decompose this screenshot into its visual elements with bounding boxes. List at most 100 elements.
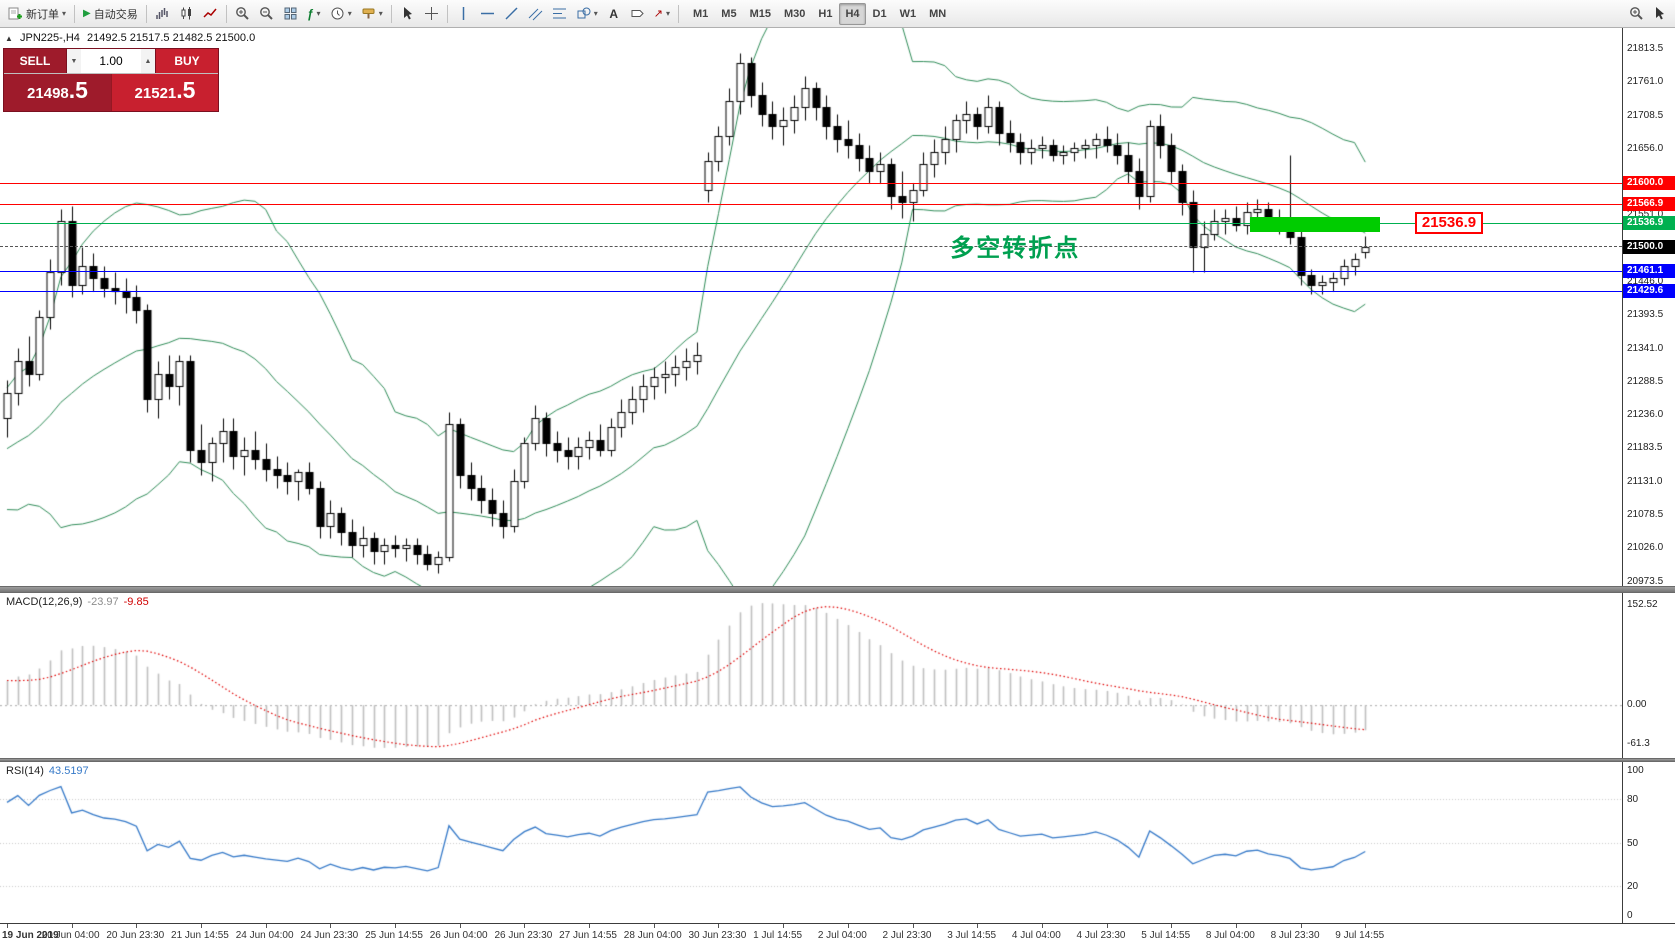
highlight-rectangle[interactable] [1249, 216, 1381, 232]
time-axis-label: 19 Jun 2019 [2, 930, 59, 941]
volume-input[interactable] [81, 49, 141, 73]
timeframe-mn-button[interactable]: MN [929, 7, 947, 20]
volume-increase-button[interactable]: ▲ [141, 49, 155, 73]
macd-scale-label: 152.52 [1627, 599, 1658, 611]
rsi-title: RSI(14) [6, 765, 44, 777]
time-axis-tick [1365, 924, 1367, 928]
price-chart-panel[interactable]: 21536.9 多空转折点 ▲ JPN225-,H4 21492.5 21517.… [0, 28, 1622, 586]
rsi-scale-label: 80 [1627, 794, 1639, 805]
time-axis-label: 24 Jun 23:30 [300, 930, 359, 941]
crosshair-icon [424, 6, 439, 21]
time-axis-tick [459, 924, 461, 928]
pivot-point-annotation[interactable]: 多空转折点 [950, 235, 1081, 263]
panel-splitter[interactable] [0, 586, 1675, 593]
fibo-icon [552, 6, 567, 21]
pointer-button[interactable] [1648, 3, 1671, 25]
bar-chart-button[interactable] [151, 3, 174, 25]
price-axis[interactable]: 21813.521761.021708.521656.021603.521551… [1622, 28, 1675, 923]
rsi-scale-label: 20 [1627, 881, 1639, 892]
time-axis-tick [71, 924, 73, 928]
vertical-line-button[interactable] [452, 3, 475, 25]
time-axis-tick [1171, 924, 1173, 928]
horizontal-line-21566.9[interactable] [0, 203, 1622, 205]
macd-panel[interactable]: MACD(12,26,9) -23.97 -9.85 [0, 593, 1622, 758]
macd-label: MACD(12,26,9) -23.97 -9.85 [6, 596, 154, 608]
bars-icon [155, 6, 170, 21]
cursor-button[interactable] [396, 3, 419, 25]
horizontal-line-21536.9[interactable] [0, 222, 1622, 224]
horizontal-line-21600.0[interactable] [0, 182, 1622, 184]
volume-decrease-button[interactable]: ▼ [67, 49, 81, 73]
channel-icon [528, 6, 543, 21]
toolbar-separator [390, 4, 392, 23]
text-label-button[interactable] [626, 3, 649, 25]
line-chart-button[interactable] [199, 3, 222, 25]
panel-splitter[interactable] [0, 758, 1675, 762]
horizontal-line-button[interactable] [476, 3, 499, 25]
periods-button[interactable]: ▾ [326, 3, 356, 25]
time-axis-tick [395, 924, 397, 928]
new-order-icon [8, 6, 23, 21]
macd-canvas[interactable] [0, 593, 1622, 758]
time-axis-tick [201, 924, 203, 928]
rsi-scale-label: 100 [1627, 765, 1644, 776]
horizontal-line-21461.1[interactable] [0, 270, 1622, 272]
candlestick-canvas[interactable] [0, 28, 1622, 586]
timeframe-h4-button[interactable]: H4 [839, 2, 866, 25]
candlestick-chart-button[interactable] [175, 3, 198, 25]
time-axis-tick [7, 924, 8, 928]
tile-windows-button[interactable] [279, 3, 302, 25]
timeframe-d1-button[interactable]: D1 [872, 7, 887, 20]
text-button[interactable]: A [603, 3, 625, 25]
price-scale-label: 21813.5 [1627, 42, 1664, 54]
buy-button[interactable]: BUY [156, 49, 218, 73]
toolbar-separator [74, 4, 76, 23]
timeframe-m1-button[interactable]: M1 [693, 7, 709, 20]
collapse-panel-icon[interactable]: ▲ [5, 34, 13, 43]
templates-button[interactable]: ▾ [357, 3, 387, 25]
timeframe-m30-button[interactable]: M30 [783, 7, 806, 20]
price-callout-label[interactable]: 21536.9 [1414, 212, 1484, 235]
sell-button[interactable]: SELL [4, 49, 66, 73]
trendline-button[interactable] [500, 3, 523, 25]
symbol-period-label: JPN225-,H4 [19, 32, 80, 44]
caret-down-icon: ▾ [665, 9, 670, 18]
timeframe-m5-button[interactable]: M5 [721, 7, 737, 20]
bid-price[interactable]: 21498.5 [4, 74, 111, 111]
caret-down-icon: ▾ [378, 9, 383, 18]
chart-ohlc-header: ▲ JPN225-,H4 21492.5 21517.5 21482.5 215… [5, 32, 259, 44]
tline-icon [504, 6, 519, 21]
shapes-button[interactable]: ▾ [572, 3, 602, 25]
price-scale-label: 21656.0 [1627, 142, 1664, 154]
rsi-panel[interactable]: RSI(14) 43.5197 [0, 762, 1622, 923]
horizontal-line-21429.6[interactable] [0, 290, 1622, 292]
time-axis-label: 28 Jun 04:00 [623, 930, 682, 941]
new-order-button[interactable]: 新订单 ▾ [4, 3, 70, 25]
time-axis-tick [783, 924, 785, 928]
timeframe-w1-button[interactable]: W1 [899, 7, 917, 20]
price-tag-21566.9: 21566.9 [1623, 197, 1675, 212]
timeframe-h1-button[interactable]: H1 [818, 7, 833, 20]
time-axis-tick [1235, 924, 1237, 928]
time-axis-label: 2 Jul 04:00 [817, 930, 867, 941]
price-scale-label: 21078.5 [1627, 509, 1664, 521]
search-button[interactable] [1625, 3, 1648, 25]
zoom-out-button[interactable] [255, 3, 278, 25]
zoom-in-button[interactable] [231, 3, 254, 25]
crosshair-button[interactable] [420, 3, 443, 25]
autotrading-button[interactable]: ▶ 自动交易 [79, 3, 142, 25]
rsi-scale-label: 0 [1627, 910, 1633, 921]
price-scale-label: 21183.5 [1627, 442, 1663, 454]
price-scale-label: 21393.5 [1627, 309, 1664, 321]
indicators-list-button[interactable]: ƒ ▾ [303, 3, 325, 25]
fibonacci-button[interactable] [548, 3, 571, 25]
equidistant-channel-button[interactable] [524, 3, 547, 25]
rsi-canvas[interactable] [0, 762, 1622, 923]
arrow-tools-button[interactable]: ↗ ▾ [650, 3, 674, 25]
time-axis-label: 4 Jul 23:30 [1076, 930, 1126, 941]
cursor-icon [1652, 6, 1667, 21]
ask-price[interactable]: 21521.5 [111, 74, 218, 111]
timeframe-m15-button[interactable]: M15 [749, 7, 771, 20]
price-tag-21536.9: 21536.9 [1623, 216, 1675, 231]
time-axis[interactable]: 19 Jun 2019 20 Jun 04:00 20 Jun 23:30 21 Ju… [0, 923, 1675, 950]
